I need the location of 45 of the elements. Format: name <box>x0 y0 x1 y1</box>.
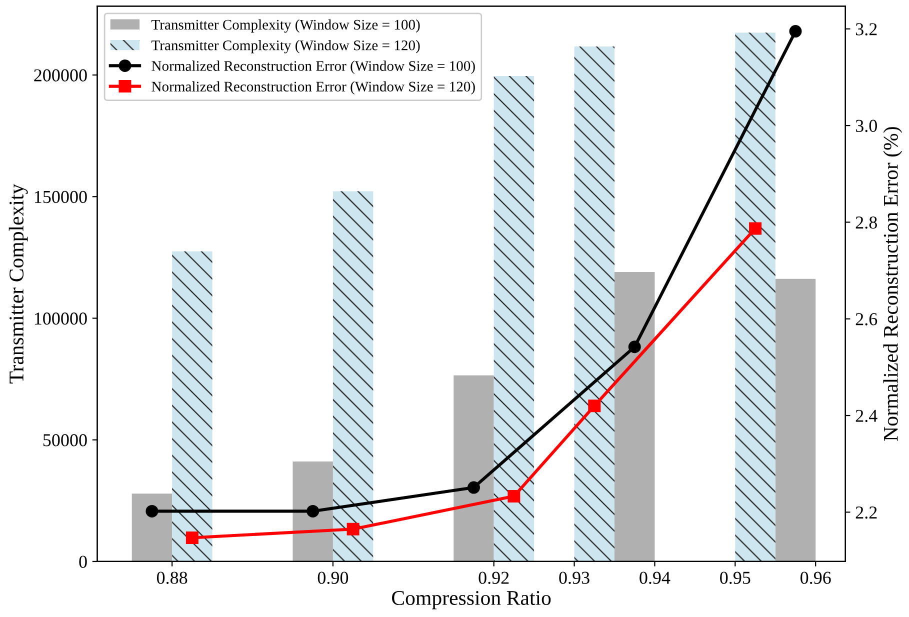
bar <box>775 278 816 562</box>
y2-tick-label: 2.4 <box>856 410 878 422</box>
x-tick-label: 0.88 <box>156 572 188 584</box>
bar <box>494 76 534 562</box>
x-tick-label: 0.96 <box>800 572 831 584</box>
x-tick-label: 0.90 <box>318 572 348 584</box>
y-tick-label: 200000 <box>34 69 87 82</box>
point <box>789 25 802 38</box>
x-tick-label: 0.93 <box>559 572 590 584</box>
y2-tick-label: 2.8 <box>856 216 877 229</box>
y-tick-label: 150000 <box>34 190 87 204</box>
y2-tick-label: 2.2 <box>856 506 877 519</box>
y2-tick-label: 2.6 <box>856 313 878 326</box>
x-tick-label: 0.92 <box>478 572 509 584</box>
point <box>306 504 320 518</box>
bar <box>735 32 776 562</box>
y-tick-label: 0 <box>79 556 87 568</box>
legend-label: Normalized Reconstruction Error (Window Size = 100) <box>152 60 475 74</box>
point <box>628 340 641 354</box>
x-tick-label: 0.95 <box>720 572 750 584</box>
point <box>508 490 520 502</box>
x-axis-title: Compression Ratio <box>392 591 551 610</box>
point <box>186 532 198 544</box>
legend-label: Normalized Reconstruction Error (Window Size = 120) <box>152 81 475 95</box>
bar <box>292 462 333 562</box>
y2-tick-label: 3.2 <box>856 23 877 36</box>
y2-axis-title: Normalized Reconstruction Error (%) <box>883 127 902 441</box>
bar <box>332 191 374 562</box>
point <box>346 522 360 536</box>
y-tick-label: 100000 <box>34 312 87 325</box>
point <box>588 400 601 412</box>
point <box>467 481 480 494</box>
point <box>749 222 762 235</box>
bar <box>614 272 655 562</box>
legend-label: Transmitter Complexity (Window Size = 100) <box>151 19 420 33</box>
y-axis-title: Transmitter Complexity <box>8 184 28 384</box>
bar <box>454 375 494 562</box>
x-tick-label: 0.94 <box>640 572 670 584</box>
legend-label: Transmitter Complexity (Window Size = 120) <box>151 40 420 54</box>
point <box>146 504 158 518</box>
y2-tick-label: 3.0 <box>856 120 877 132</box>
bar <box>172 251 212 562</box>
y-tick-label: 50000 <box>43 434 87 446</box>
bar <box>132 494 172 562</box>
bar <box>574 46 615 562</box>
